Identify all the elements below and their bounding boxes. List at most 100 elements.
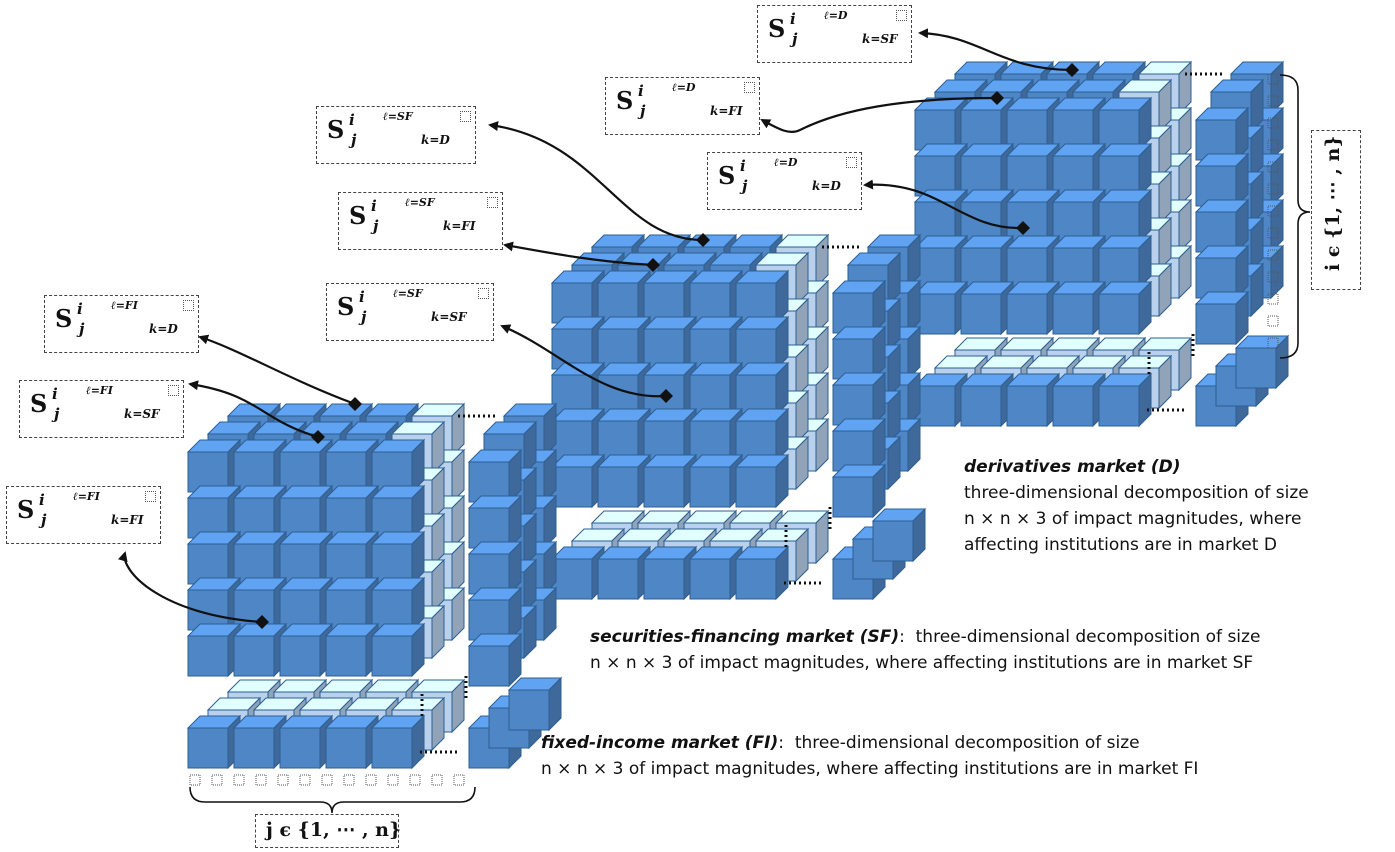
arrow (500, 324, 667, 398)
index-square-icon (321, 774, 333, 786)
cube (324, 714, 380, 770)
arrow (863, 179, 1024, 230)
cube (324, 622, 380, 678)
superscript-i: i (790, 10, 796, 28)
cube (467, 448, 523, 504)
subscript-market: k=FI (111, 513, 144, 527)
cube (913, 280, 969, 336)
symbol-s: S (30, 389, 48, 418)
cube (186, 622, 242, 678)
cube (734, 361, 790, 417)
superscript-i: i (349, 111, 355, 129)
symbol-s: S (55, 304, 73, 333)
cube (596, 453, 652, 509)
desc-line: n × n × 3 of impact magnitudes, where af… (541, 759, 1199, 779)
index-square-icon (189, 774, 201, 786)
index-square-icon (1267, 117, 1279, 129)
cube (1194, 198, 1250, 254)
placeholder-square-icon (168, 385, 179, 396)
desc-title: securities-financing market (SF) (590, 627, 900, 647)
index-square-icon (1267, 95, 1279, 107)
symbol-s: S (616, 86, 634, 115)
index-square-icon (1267, 73, 1279, 85)
index-square-icon (211, 774, 223, 786)
cube (550, 269, 606, 325)
cube (1051, 372, 1107, 428)
cube (232, 484, 288, 540)
cube (959, 280, 1015, 336)
superscript-market: ℓ=D (672, 81, 696, 94)
superscript-market: ℓ=SF (383, 110, 413, 123)
index-square-icon (299, 774, 311, 786)
placeholder-square-icon (145, 491, 156, 502)
cube (1097, 188, 1153, 244)
symbol-s: S (337, 292, 355, 321)
cube (642, 545, 698, 601)
cube (278, 576, 334, 632)
subscript-j: j (41, 511, 47, 529)
cube (1097, 96, 1153, 152)
index-braces (189, 73, 1311, 814)
placeholder-square-icon (487, 197, 498, 208)
cube (596, 407, 652, 463)
cube (1051, 280, 1107, 336)
superscript-market: ℓ=FI (73, 490, 100, 503)
cube (324, 530, 380, 586)
subscript-j: j (361, 308, 367, 326)
cube (642, 315, 698, 371)
desc-line: three-dimensional decomposition of size (915, 627, 1261, 647)
arrow (117, 551, 263, 624)
index-square-icon (453, 774, 465, 786)
cube (1234, 334, 1290, 390)
cube (688, 269, 744, 325)
superscript-market: ℓ=D (824, 9, 848, 22)
subscript-j: j (640, 102, 646, 120)
arrow (488, 121, 704, 242)
index-j-text: j ϵ {1, ⋯ , n} (266, 819, 402, 841)
index-square-icon (1267, 293, 1279, 305)
cube (186, 576, 242, 632)
cube (831, 325, 887, 381)
cube (370, 622, 426, 678)
cube (232, 714, 288, 770)
symbol-s: S (17, 495, 35, 524)
cube (1194, 106, 1250, 162)
cube (688, 361, 744, 417)
cube (467, 632, 523, 688)
index-square-icon (1267, 271, 1279, 283)
cube (596, 269, 652, 325)
index-square-icon (1267, 249, 1279, 261)
cube (278, 530, 334, 586)
superscript-i: i (371, 197, 377, 215)
cube (959, 142, 1015, 198)
cube (507, 676, 563, 732)
cube-block (550, 233, 927, 601)
superscript-market: ℓ=FI (111, 299, 138, 312)
cube (913, 188, 969, 244)
diamond-marker (990, 91, 1004, 105)
cube (1097, 234, 1153, 290)
cube (959, 234, 1015, 290)
cube (831, 417, 887, 473)
cube (1005, 188, 1061, 244)
desc-line: n × n × 3 of impact magnitudes, where af… (590, 653, 1254, 673)
cube (734, 407, 790, 463)
placeholder-square-icon (744, 82, 755, 93)
index-square-icon (1267, 161, 1279, 173)
cube (831, 463, 887, 519)
cube (1051, 142, 1107, 198)
subscript-market: k=SF (431, 310, 467, 324)
subscript-j: j (373, 217, 379, 235)
desc-line: three-dimensional decomposition of size (964, 483, 1309, 503)
index-square-icon (277, 774, 289, 786)
cube (596, 315, 652, 371)
index-square-icon (343, 774, 355, 786)
subscript-market: k=D (812, 179, 841, 193)
cube (324, 484, 380, 540)
index-square-icon (409, 774, 421, 786)
arrow (918, 28, 1073, 72)
arrow (198, 334, 356, 406)
